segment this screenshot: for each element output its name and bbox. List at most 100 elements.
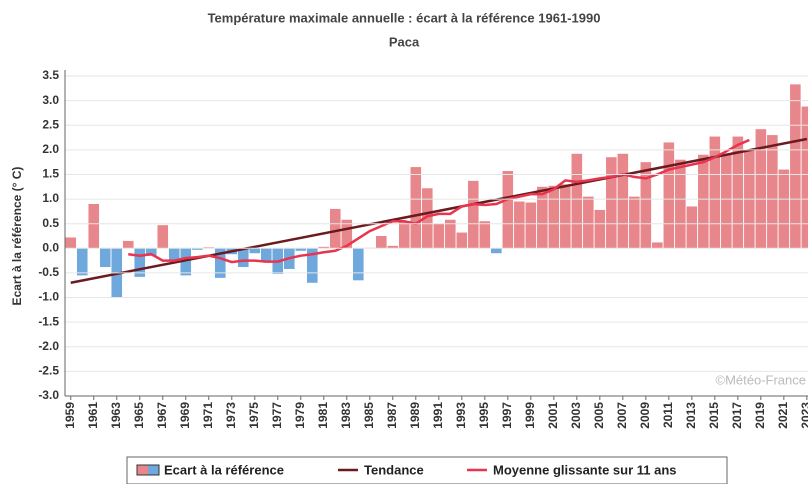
- bar: [537, 186, 548, 249]
- bar: [295, 248, 307, 251]
- bar: [778, 169, 790, 249]
- x-tick-label: 1959: [63, 402, 77, 429]
- watermark: ©Météo-France: [716, 372, 807, 387]
- bar: [65, 237, 77, 249]
- bar: [560, 184, 571, 249]
- x-tick-label: 2005: [592, 402, 606, 429]
- bar: [801, 106, 808, 249]
- x-tick-label: 2003: [569, 402, 583, 429]
- bar: [514, 201, 525, 249]
- x-tick-label: 1983: [339, 402, 353, 429]
- bar: [249, 248, 261, 254]
- x-tick-label: 1997: [500, 402, 514, 429]
- bar: [456, 232, 468, 249]
- bar: [214, 248, 226, 278]
- bar: [709, 136, 721, 249]
- bar: [548, 185, 560, 249]
- x-tick-label: 1973: [224, 402, 238, 429]
- bar: [237, 248, 249, 268]
- bar: [698, 154, 709, 249]
- x-tick-label: 2007: [615, 402, 629, 429]
- bar: [145, 248, 157, 256]
- legend-label: Ecart à la référence: [164, 462, 284, 477]
- bar: [755, 129, 767, 249]
- bar: [399, 221, 410, 249]
- y-tick-label: 2.5: [42, 117, 59, 131]
- y-tick-label: 0.0: [42, 240, 59, 254]
- y-tick-label: -2.5: [38, 364, 59, 378]
- y-tick-label: 1.0: [42, 191, 59, 205]
- bar: [675, 159, 686, 249]
- bar: [410, 167, 422, 249]
- bar: [433, 223, 445, 249]
- x-tick-label: 2011: [661, 402, 675, 428]
- bar: [260, 248, 272, 262]
- bar: [352, 248, 364, 281]
- x-tick-label: 2023: [799, 402, 808, 429]
- x-tick-label: 1967: [155, 402, 169, 429]
- bar: [157, 225, 169, 249]
- bar: [663, 142, 675, 249]
- x-tick-label: 1985: [362, 402, 376, 429]
- bar: [479, 221, 491, 249]
- bar: [318, 246, 330, 249]
- bar: [445, 219, 456, 249]
- bar: [640, 162, 652, 249]
- legend-label: Moyenne glissante sur 11 ans: [493, 462, 677, 477]
- x-tick-label: 1991: [431, 402, 445, 429]
- bar: [732, 136, 744, 249]
- bar: [306, 248, 318, 283]
- bar: [721, 154, 732, 249]
- plot-area: [65, 84, 808, 298]
- line: [128, 138, 750, 264]
- x-tick-label: 1979: [293, 402, 307, 429]
- bar: [422, 188, 433, 249]
- chart-title: Température maximale annuelle : écart à …: [208, 10, 601, 25]
- x-tick-label: 1989: [408, 402, 422, 429]
- bar: [617, 153, 629, 249]
- x-tick-label: 1981: [316, 402, 330, 429]
- x-tick-label: 2001: [546, 402, 560, 429]
- y-tick-label: -2.0: [38, 339, 59, 353]
- bar: [122, 240, 134, 249]
- bar: [76, 248, 88, 276]
- bar: [341, 219, 353, 249]
- y-axis-label: Ecart à la référence (° C): [10, 167, 24, 306]
- x-tick-label: 2015: [707, 402, 721, 429]
- y-tick-label: -1.0: [38, 290, 59, 304]
- x-tick-label: 1987: [385, 402, 399, 429]
- bar: [525, 202, 537, 249]
- x-tick-label: 2017: [730, 402, 744, 429]
- bar: [629, 196, 640, 249]
- bar: [594, 209, 606, 249]
- bar: [88, 204, 100, 249]
- bar: [180, 248, 192, 276]
- bar: [376, 236, 387, 249]
- x-tick-label: 2013: [684, 402, 698, 429]
- bar: [491, 248, 502, 254]
- bar: [583, 196, 594, 249]
- bar: [571, 153, 583, 249]
- legend-label: Tendance: [364, 462, 424, 477]
- y-tick-label: 1.5: [42, 167, 59, 181]
- x-tick-label: 1977: [270, 402, 284, 429]
- bar: [606, 157, 617, 249]
- x-tick-label: 1963: [109, 402, 123, 429]
- line: [70, 137, 808, 284]
- y-tick-label: 3.0: [42, 93, 59, 107]
- y-tick-label: 3.5: [42, 68, 59, 82]
- bar: [652, 242, 663, 249]
- chart-subtitle: Paca: [389, 34, 420, 49]
- y-tick-label: -0.5: [38, 265, 59, 279]
- x-tick-label: 1961: [86, 402, 100, 429]
- bar: [329, 208, 341, 249]
- y-tick-label: 2.0: [42, 142, 59, 156]
- bar: [134, 248, 146, 277]
- bar: [686, 206, 698, 249]
- x-tick-label: 1993: [454, 402, 468, 429]
- x-tick-label: 1965: [132, 402, 146, 429]
- x-tick-label: 1995: [477, 402, 491, 429]
- x-tick-label: 1999: [523, 402, 537, 429]
- bar: [387, 245, 399, 249]
